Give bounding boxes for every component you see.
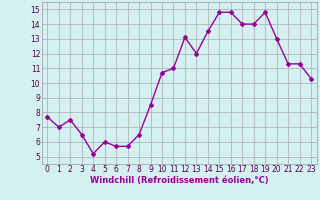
- X-axis label: Windchill (Refroidissement éolien,°C): Windchill (Refroidissement éolien,°C): [90, 176, 268, 185]
